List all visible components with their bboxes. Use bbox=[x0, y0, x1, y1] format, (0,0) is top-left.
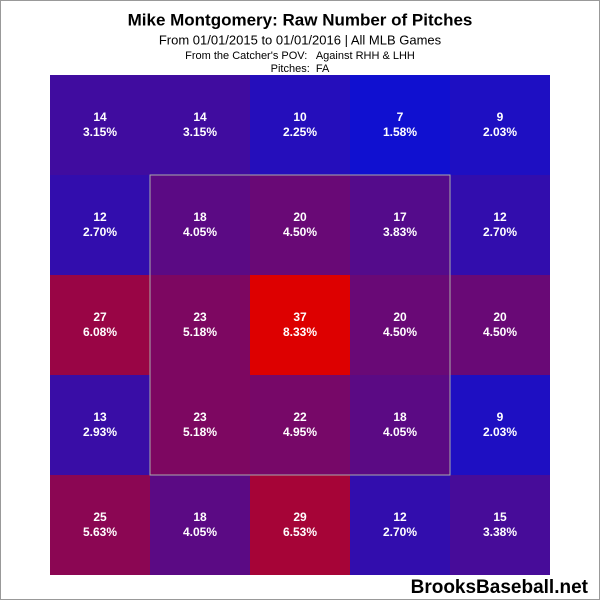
cell bbox=[150, 475, 250, 575]
cell bbox=[50, 175, 150, 275]
cell-count: 14 bbox=[193, 110, 207, 124]
cell-percent: 1.58% bbox=[383, 125, 417, 139]
note: Pitches: FA bbox=[271, 63, 330, 75]
cell bbox=[150, 375, 250, 475]
cell bbox=[250, 375, 350, 475]
cell-percent: 4.05% bbox=[183, 525, 217, 539]
cell-percent: 5.18% bbox=[183, 325, 217, 339]
cell-percent: 3.15% bbox=[183, 125, 217, 139]
cell bbox=[350, 75, 450, 175]
cell-percent: 2.25% bbox=[283, 125, 317, 139]
cell-count: 10 bbox=[293, 110, 307, 124]
cell bbox=[350, 175, 450, 275]
cell bbox=[450, 75, 550, 175]
cell-count: 7 bbox=[397, 110, 404, 124]
watermark: BrooksBaseball.net bbox=[411, 577, 589, 598]
cell-percent: 4.50% bbox=[383, 325, 417, 339]
strike-zone bbox=[149, 174, 451, 476]
cell-count: 14 bbox=[93, 110, 107, 124]
cell bbox=[50, 475, 150, 575]
cell-count: 37 bbox=[293, 310, 307, 324]
chart-title: Mike Montgomery: Raw Number of Pitches bbox=[128, 10, 473, 29]
cell-count: 25 bbox=[93, 510, 107, 524]
cell-count: 18 bbox=[193, 510, 207, 524]
cell bbox=[350, 375, 450, 475]
cell bbox=[250, 75, 350, 175]
cell-percent: 8.33% bbox=[283, 325, 317, 339]
cell-count: 20 bbox=[293, 210, 307, 224]
cell bbox=[450, 475, 550, 575]
cell bbox=[150, 175, 250, 275]
cell-percent: 6.08% bbox=[83, 325, 117, 339]
cell bbox=[50, 375, 150, 475]
cell-percent: 2.93% bbox=[83, 425, 117, 439]
cell-count: 18 bbox=[193, 210, 207, 224]
cell-count: 13 bbox=[93, 410, 107, 424]
cell-percent: 4.50% bbox=[283, 225, 317, 239]
cell bbox=[250, 475, 350, 575]
cell-count: 12 bbox=[93, 210, 107, 224]
cell bbox=[50, 75, 150, 175]
cell-count: 9 bbox=[497, 410, 504, 424]
cell-count: 23 bbox=[193, 310, 207, 324]
grid: 143.15%143.15%102.25%71.58%92.03%122.70%… bbox=[50, 75, 550, 575]
cell bbox=[450, 175, 550, 275]
cell bbox=[250, 275, 350, 375]
cell-percent: 4.50% bbox=[483, 325, 517, 339]
cell bbox=[450, 375, 550, 475]
cell-percent: 3.15% bbox=[83, 125, 117, 139]
cell bbox=[150, 75, 250, 175]
cell bbox=[50, 275, 150, 375]
cell-percent: 3.38% bbox=[483, 525, 517, 539]
cell-percent: 6.53% bbox=[283, 525, 317, 539]
cell-count: 22 bbox=[293, 410, 307, 424]
cell bbox=[450, 275, 550, 375]
cell-count: 9 bbox=[497, 110, 504, 124]
cell-percent: 4.95% bbox=[283, 425, 317, 439]
note: From the Catcher's POV: Against RHH & LH… bbox=[185, 50, 415, 62]
cell-percent: 2.70% bbox=[483, 225, 517, 239]
cell-count: 12 bbox=[493, 210, 507, 224]
cell-percent: 4.05% bbox=[383, 425, 417, 439]
cell-percent: 2.70% bbox=[383, 525, 417, 539]
cell-count: 17 bbox=[393, 210, 407, 224]
cell-count: 23 bbox=[193, 410, 207, 424]
cell-count: 20 bbox=[393, 310, 407, 324]
cell-count: 29 bbox=[293, 510, 307, 524]
cell-percent: 2.03% bbox=[483, 125, 517, 139]
cell-percent: 5.18% bbox=[183, 425, 217, 439]
cell-count: 15 bbox=[493, 510, 507, 524]
subtitle: From 01/01/2015 to 01/01/2016 | All MLB … bbox=[159, 32, 442, 47]
cell-percent: 4.05% bbox=[183, 225, 217, 239]
cell-percent: 3.83% bbox=[383, 225, 417, 239]
cell-percent: 5.63% bbox=[83, 525, 117, 539]
cell-count: 12 bbox=[393, 510, 407, 524]
cell-percent: 2.70% bbox=[83, 225, 117, 239]
cell bbox=[150, 275, 250, 375]
cell bbox=[250, 175, 350, 275]
cell-count: 18 bbox=[393, 410, 407, 424]
cell-count: 27 bbox=[93, 310, 107, 324]
cell-count: 20 bbox=[493, 310, 507, 324]
cell-percent: 2.03% bbox=[483, 425, 517, 439]
cell bbox=[350, 275, 450, 375]
cell bbox=[350, 475, 450, 575]
